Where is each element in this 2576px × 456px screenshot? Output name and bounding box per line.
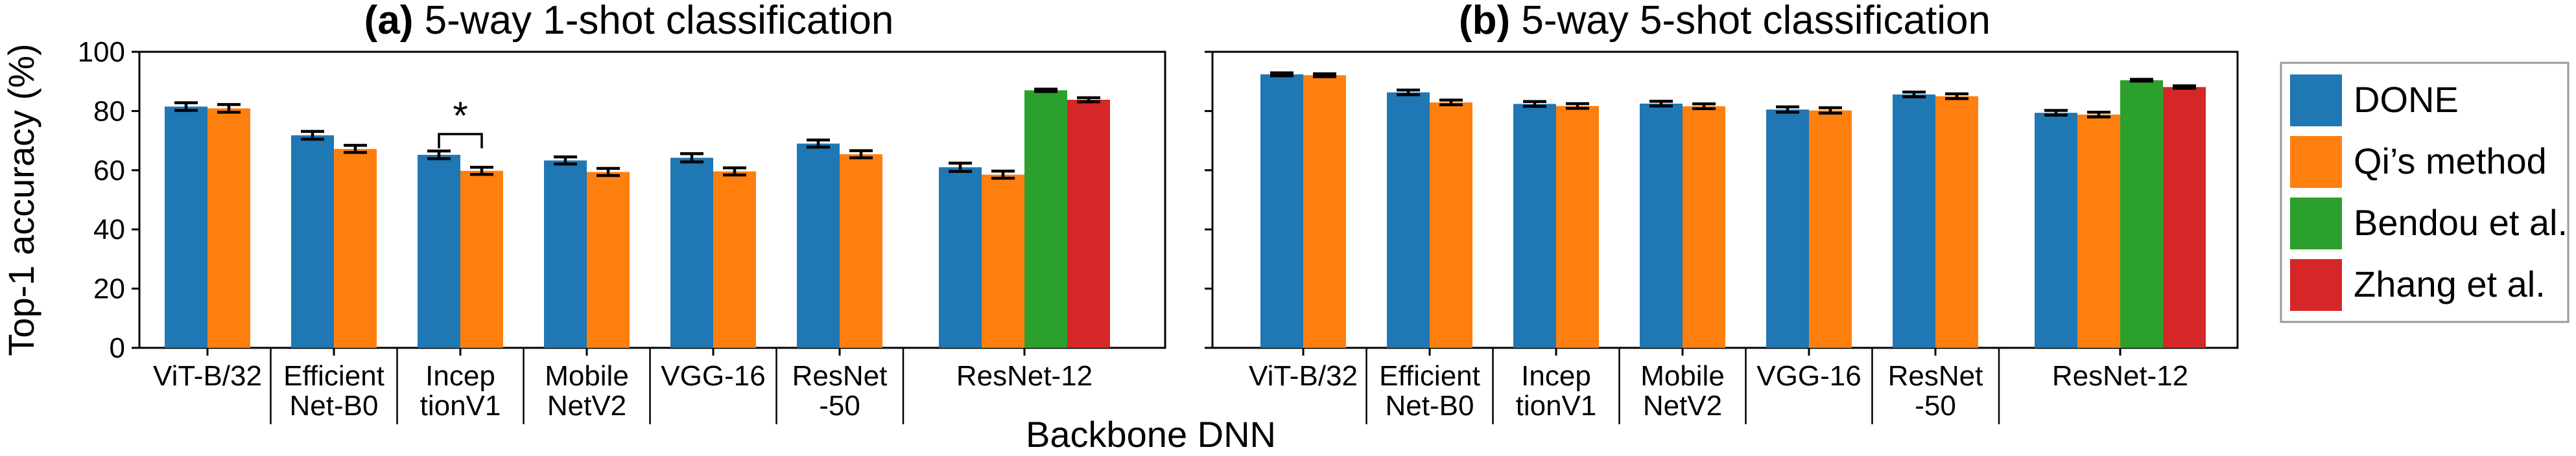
panels-layer: (a) 5-way 1-shot classification 0 20 40 60 80… <box>1 0 2239 424</box>
bar <box>713 171 756 348</box>
legend-swatch <box>2290 74 2342 126</box>
bar <box>1766 109 1809 348</box>
bar <box>840 154 882 348</box>
x-tick-label: ResNet-12 <box>956 360 1093 392</box>
x-tick-label: Incep tionV1 <box>1516 360 1597 422</box>
y-tick-label: 100 <box>78 36 125 68</box>
legend-label: DONE <box>2354 79 2459 120</box>
bar <box>2120 80 2163 348</box>
x-tick-label: Mobile NetV2 <box>1640 360 1725 422</box>
legend: DONE Qi’s method Bendou et al. Zhang et al. <box>2280 62 2570 323</box>
bar <box>207 108 250 348</box>
panel-title: (b) 5-way 5-shot classification <box>1459 0 1991 43</box>
panel-title-text: 5-way 5-shot classification <box>1521 0 1991 43</box>
bar <box>1024 90 1067 348</box>
bar <box>334 148 377 348</box>
bar <box>797 143 840 348</box>
legend-label: Zhang et al. <box>2354 264 2546 304</box>
y-tick-label: 20 <box>93 273 125 305</box>
bar <box>1513 104 1556 348</box>
bar <box>1067 100 1110 348</box>
x-tick-label: VGG-16 <box>1756 360 1861 392</box>
y-tick-label: 40 <box>93 214 125 245</box>
bar <box>1809 110 1852 348</box>
panel-a: (a) 5-way 1-shot classification 0 20 40 60 80… <box>1 0 1166 424</box>
x-tick-label: ResNet-12 <box>2052 360 2188 392</box>
x-tick-label: Mobile NetV2 <box>545 360 629 422</box>
y-tick-label: 0 <box>110 332 125 364</box>
bar <box>1640 103 1683 348</box>
bar <box>1430 102 1472 348</box>
bar <box>939 167 982 348</box>
bar <box>165 106 207 348</box>
x-tick-label: VGG-16 <box>661 360 765 392</box>
plot-frame <box>138 51 1166 349</box>
bar <box>1935 96 1978 348</box>
bar <box>587 172 630 348</box>
x-tick-label: ResNet -50 <box>792 360 888 422</box>
x-tick-label: ViT-B/32 <box>1249 360 1358 392</box>
y-tick-label: 80 <box>93 95 125 127</box>
bar <box>670 157 713 348</box>
x-tick-label: Efficient Net-B0 <box>1379 360 1480 422</box>
bar <box>1387 92 1430 348</box>
bar <box>418 155 460 348</box>
x-axis-label: Backbone DNN <box>1026 414 1276 455</box>
x-tick-label: Incep tionV1 <box>420 360 501 422</box>
legend-swatch <box>2290 136 2342 188</box>
panel-label: (b) <box>1459 0 1521 43</box>
panel-title: (a) 5-way 1-shot classification <box>364 0 894 43</box>
y-axis-label: Top-1 accuracy (%) <box>1 43 41 356</box>
bar <box>1556 106 1599 348</box>
significance-bracket <box>438 133 483 149</box>
x-tick-label: ViT-B/32 <box>153 360 262 392</box>
legend-swatch <box>2290 259 2342 311</box>
bar <box>1303 75 1346 348</box>
legend-swatch <box>2290 198 2342 249</box>
bar <box>1683 106 1725 348</box>
bar <box>2035 113 2077 348</box>
significance-star: * <box>453 94 467 137</box>
panel-title-text: 5-way 1-shot classification <box>425 0 894 43</box>
bar <box>2163 87 2206 348</box>
x-tick-label: ResNet -50 <box>1888 360 1983 422</box>
panel-b: (b) 5-way 5-shot classification ViT-B/32 E… <box>1205 0 2239 424</box>
bar <box>2077 114 2120 348</box>
bar <box>460 170 503 348</box>
legend-label: Bendou et al. <box>2354 202 2568 243</box>
legend-label: Qi’s method <box>2354 141 2547 181</box>
bar <box>982 174 1024 348</box>
y-tick-label: 60 <box>93 155 125 187</box>
bar <box>544 160 587 348</box>
bar <box>1260 74 1303 348</box>
x-tick-label: Efficient Net-B0 <box>283 360 384 422</box>
bar <box>291 135 334 348</box>
bar <box>1893 94 1935 348</box>
panel-label: (a) <box>364 0 425 43</box>
